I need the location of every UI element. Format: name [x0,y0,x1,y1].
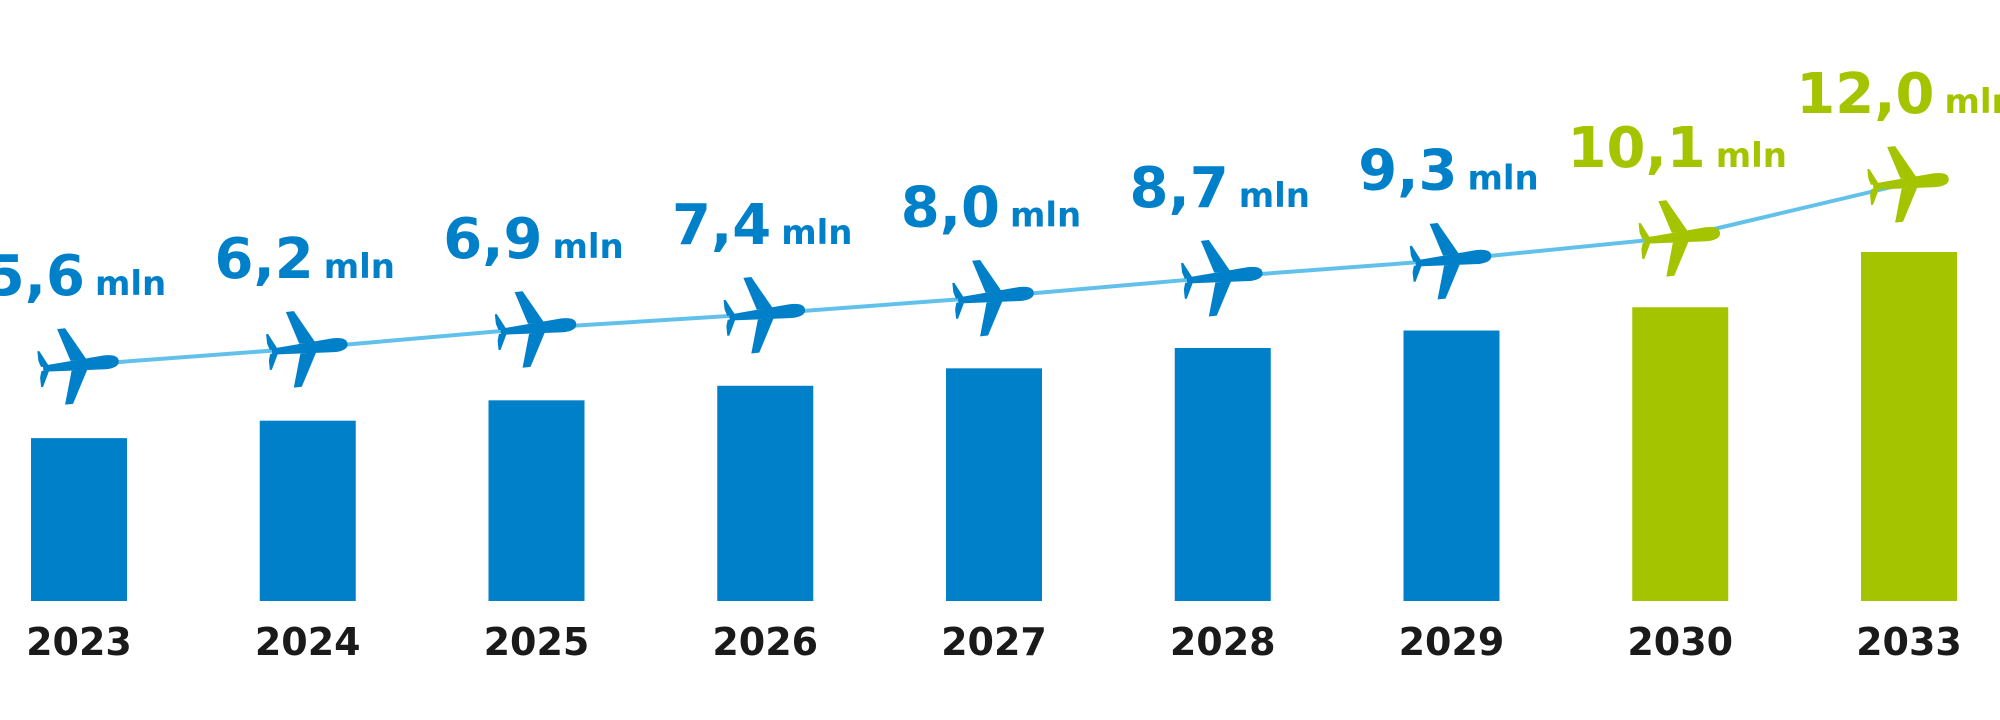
bar-2023 [31,438,127,601]
x-tick-label-2033: 2033 [1856,620,1962,664]
airplane-icon [492,286,581,371]
x-tick-label-2024: 2024 [255,620,361,664]
bar-2025 [488,400,585,601]
data-label-2026: 7,4 mln [672,193,853,258]
x-tick-label-2028: 2028 [1170,620,1276,664]
airplane-icon [1407,217,1496,303]
airplane-icon [721,271,810,357]
bar-2028 [1174,347,1271,601]
x-axis-tick-labels: 2023 2024 2025 2026 2027 2028 2029 2030 2033 [26,620,1962,664]
data-label-2028: 8,7 mln [1130,156,1311,221]
bar-2030 [1632,307,1729,601]
x-tick-label-2030: 2030 [1627,620,1733,664]
data-label-2029: 9,3 mln [1358,139,1539,204]
x-tick-label-2025: 2025 [484,620,590,664]
data-label-2025: 6,9 mln [443,207,624,272]
airplane-icon [1636,195,1725,280]
bar-2029 [1403,330,1500,601]
x-tick-label-2027: 2027 [941,620,1047,664]
x-tick-label-2029: 2029 [1399,620,1505,664]
airplane-icon [950,254,1038,340]
airplane-icon [1865,140,1953,226]
airplane-icon [263,305,352,391]
value-labels: 5,6 mln 6,2 mln 6,9 mln 7,4 mln 8,0 mln 8,7 mln 9,3 m… [0,62,2000,309]
airplane-icon [35,323,123,408]
x-tick-label-2026: 2026 [712,620,818,664]
data-label-2030: 10,1 mln [1568,116,1787,181]
bar-2024 [259,420,356,601]
data-label-2023: 5,6 mln [0,244,166,309]
data-label-2027: 8,0 mln [901,176,1082,241]
bar-series [31,252,1957,601]
bar-2026 [717,385,814,601]
airplane-icon [1178,234,1267,320]
x-tick-label-2023: 2023 [26,620,132,664]
bar-2033 [1861,252,1957,601]
bar-2027 [946,368,1042,601]
data-label-2024: 6,2 mln [215,227,396,292]
